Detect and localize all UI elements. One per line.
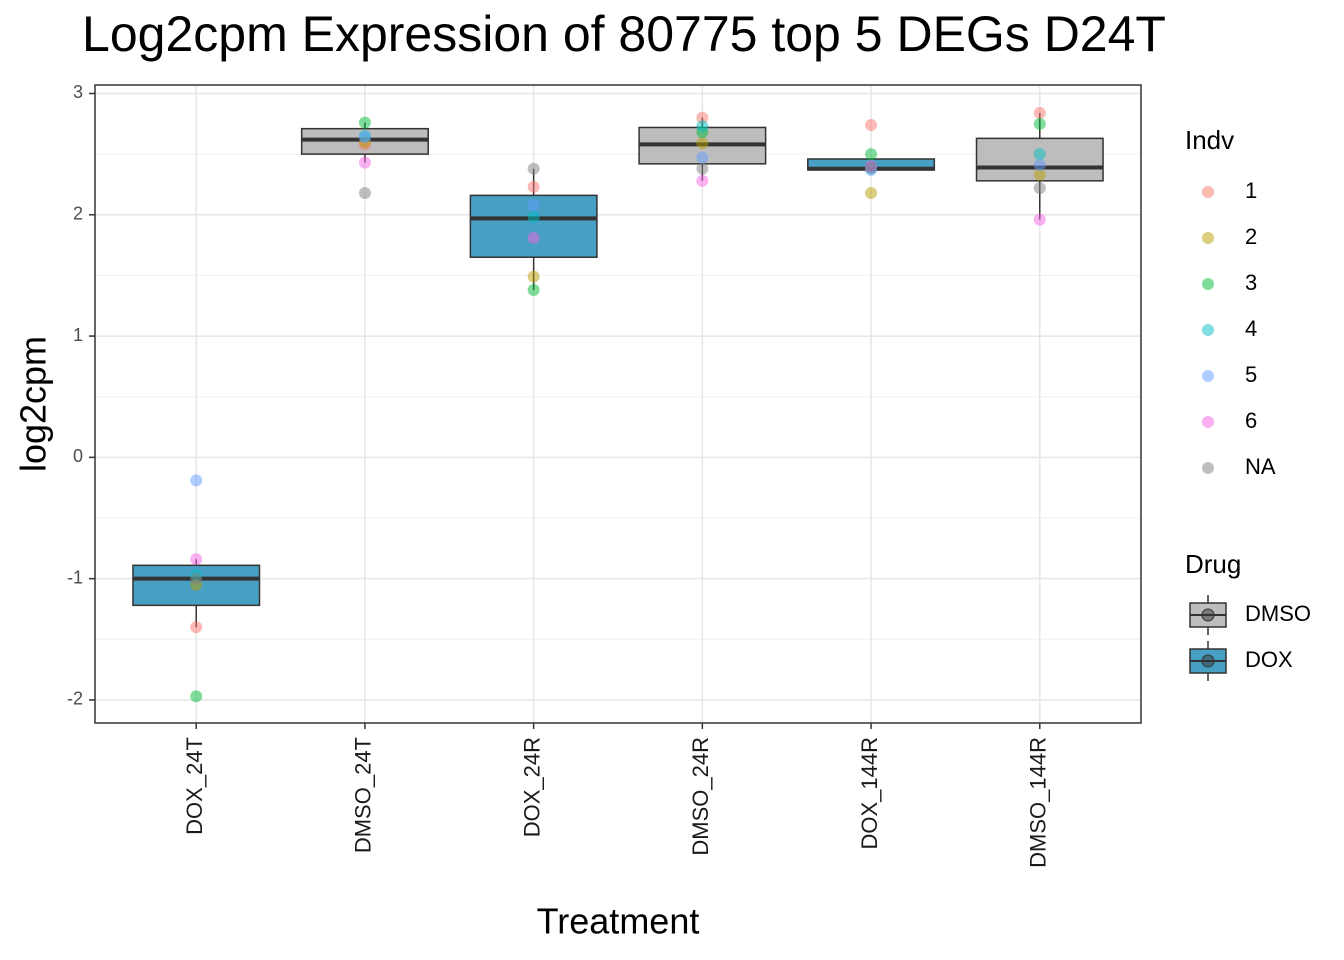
legend-label: 4 bbox=[1245, 316, 1257, 341]
point bbox=[696, 137, 709, 150]
legend-label: 2 bbox=[1245, 224, 1257, 249]
y-tick-label: 1 bbox=[73, 325, 83, 345]
y-tick-label: 3 bbox=[73, 82, 83, 102]
point bbox=[696, 174, 709, 187]
point bbox=[1033, 117, 1046, 130]
y-tick-label: 0 bbox=[73, 446, 83, 466]
legend-marker bbox=[1202, 370, 1214, 382]
point bbox=[190, 474, 203, 487]
point bbox=[358, 156, 371, 169]
point bbox=[527, 231, 540, 244]
legend-marker bbox=[1202, 462, 1214, 474]
x-tick-label: DMSO_24T bbox=[351, 737, 376, 853]
point bbox=[1033, 106, 1046, 119]
legend-label: 6 bbox=[1245, 408, 1257, 433]
point bbox=[190, 621, 203, 634]
legend-marker bbox=[1202, 186, 1214, 198]
legend-marker bbox=[1202, 278, 1214, 290]
point bbox=[190, 553, 203, 566]
point bbox=[358, 186, 371, 199]
point bbox=[696, 120, 709, 133]
legend-marker bbox=[1202, 416, 1214, 428]
point bbox=[865, 161, 878, 174]
x-tick-label: DOX_24R bbox=[519, 737, 544, 837]
y-tick-label: 2 bbox=[73, 204, 83, 224]
point bbox=[358, 131, 371, 144]
point bbox=[1033, 168, 1046, 181]
point bbox=[358, 116, 371, 129]
point bbox=[190, 572, 203, 585]
x-tick-label: DOX_144R bbox=[857, 737, 882, 850]
point bbox=[696, 111, 709, 124]
point bbox=[527, 199, 540, 212]
x-tick-label: DOX_24T bbox=[182, 737, 207, 835]
legend-marker bbox=[1201, 654, 1215, 668]
point bbox=[696, 151, 709, 164]
chart-title: Log2cpm Expression of 80775 top 5 DEGs D… bbox=[82, 6, 1166, 62]
point bbox=[527, 283, 540, 296]
legend-label: 5 bbox=[1245, 362, 1257, 387]
legend-marker bbox=[1202, 232, 1214, 244]
point bbox=[865, 148, 878, 161]
point bbox=[865, 119, 878, 132]
point bbox=[1033, 182, 1046, 195]
point bbox=[527, 211, 540, 224]
y-axis-label: log2cpm bbox=[13, 336, 54, 472]
x-tick-label: DMSO_144R bbox=[1026, 737, 1051, 868]
legend-marker bbox=[1202, 324, 1214, 336]
point bbox=[527, 162, 540, 175]
y-tick-label: -1 bbox=[67, 567, 83, 587]
point bbox=[1033, 159, 1046, 172]
point bbox=[1033, 148, 1046, 161]
y-tick-label: -2 bbox=[67, 689, 83, 709]
point bbox=[527, 180, 540, 193]
legend-label: DMSO bbox=[1245, 601, 1311, 626]
legend-label: 1 bbox=[1245, 178, 1257, 203]
point bbox=[865, 186, 878, 199]
panel-border bbox=[94, 84, 1142, 724]
point bbox=[1033, 213, 1046, 226]
legend-label: DOX bbox=[1245, 647, 1293, 672]
legend-title: Indv bbox=[1185, 125, 1234, 155]
x-axis-label: Treatment bbox=[537, 901, 700, 942]
point bbox=[190, 690, 203, 703]
point bbox=[527, 270, 540, 283]
point bbox=[696, 162, 709, 175]
x-tick-label: DMSO_24R bbox=[688, 737, 713, 856]
legend-marker bbox=[1201, 608, 1215, 622]
legend-label: NA bbox=[1245, 454, 1276, 479]
legend-label: 3 bbox=[1245, 270, 1257, 295]
legend-title: Drug bbox=[1185, 549, 1241, 579]
